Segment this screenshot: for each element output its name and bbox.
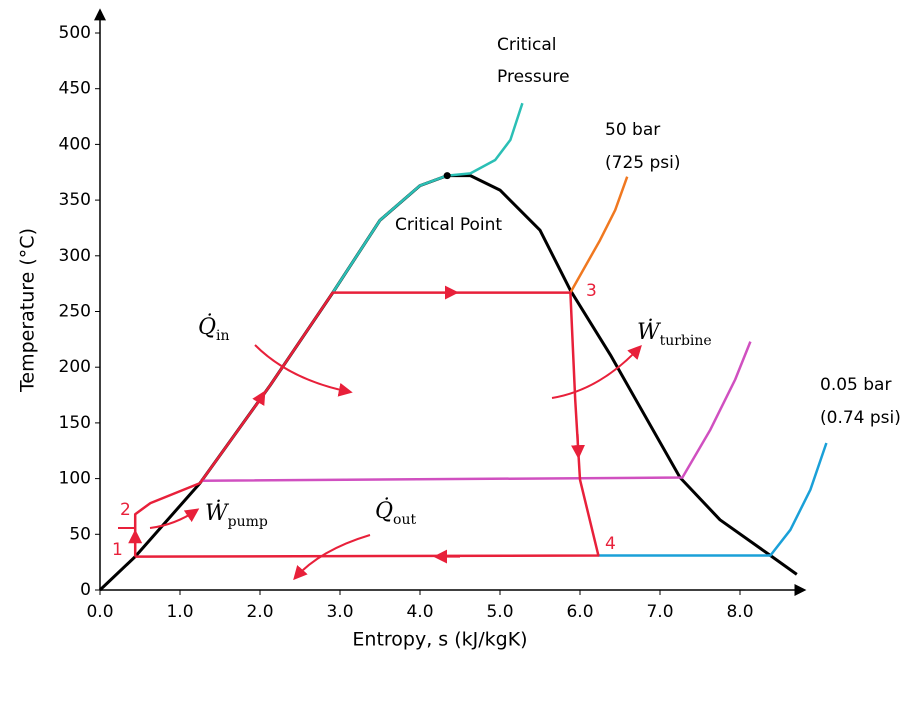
annotation: 0.05 bar: [820, 375, 891, 395]
symbol-subscript: out: [393, 512, 416, 528]
symbol-subscript: in: [216, 328, 230, 344]
symbol-letter: Q̇: [375, 498, 393, 524]
annotation: 1: [112, 540, 123, 560]
x-axis-label: Entropy, s (kJ/kgK): [352, 629, 527, 651]
curve: [569, 176, 629, 294]
y-axis-label: Temperature (°C): [17, 228, 39, 393]
x-tick-label: 2.0: [246, 602, 273, 622]
y-tick-label: 500: [59, 23, 91, 43]
y-tick-label: 350: [59, 190, 91, 210]
y-tick-label: 200: [59, 357, 91, 377]
y-tick-label: 0: [80, 580, 91, 600]
annotation: 3: [586, 281, 597, 301]
energy-arrow: [293, 534, 371, 581]
x-tick-label: 1.0: [166, 602, 193, 622]
x-tick-label: 0.0: [86, 602, 113, 622]
energy-symbol: Q̇out: [375, 498, 416, 528]
annotation: (0.74 psi): [820, 408, 901, 428]
symbol-letter: Ẇ: [637, 318, 662, 345]
symbol-subscript: pump: [228, 514, 268, 530]
energy-symbol: Ẇturbine: [637, 318, 712, 349]
symbol-subscript: turbine: [660, 333, 712, 349]
curve: [598, 442, 828, 557]
x-tick-label: 5.0: [486, 602, 513, 622]
y-tick-label: 100: [59, 469, 91, 489]
critical-point: [443, 172, 451, 180]
flow-arrow: [252, 390, 266, 407]
energy-arrow: [551, 344, 642, 399]
y-tick-label: 450: [59, 79, 91, 99]
curve: [331, 102, 524, 294]
annotation: 50 bar: [605, 120, 660, 140]
y-tick-label: 300: [59, 246, 91, 266]
energy-symbol: Q̇in: [198, 314, 230, 344]
annotation: Pressure: [497, 67, 570, 87]
annotation: 2: [120, 500, 131, 520]
energy-arrow: [254, 344, 353, 397]
y-tick-label: 50: [69, 524, 91, 544]
x-tick-label: 6.0: [566, 602, 593, 622]
x-tick-label: 8.0: [726, 602, 753, 622]
energy-arrow: [149, 508, 200, 529]
annotation: (725 psi): [605, 153, 681, 173]
y-tick-label: 400: [59, 134, 91, 154]
x-tick-label: 3.0: [326, 602, 353, 622]
y-tick-label: 250: [59, 302, 91, 322]
curve: [199, 341, 752, 483]
x-tick-label: 7.0: [646, 602, 673, 622]
plot-area: [98, 102, 828, 592]
symbol-letter: Ẇ: [205, 499, 230, 526]
annotation: Critical Point: [395, 215, 502, 235]
energy-symbol: Ẇpump: [205, 499, 268, 530]
curve: [98, 174, 798, 592]
annotation: 4: [605, 534, 616, 554]
annotation: Critical: [497, 35, 556, 55]
flow-arrow: [571, 434, 585, 460]
curve: [133, 291, 600, 558]
symbol-letter: Q̇: [198, 314, 216, 340]
x-tick-label: 4.0: [406, 602, 433, 622]
y-tick-label: 150: [59, 413, 91, 433]
